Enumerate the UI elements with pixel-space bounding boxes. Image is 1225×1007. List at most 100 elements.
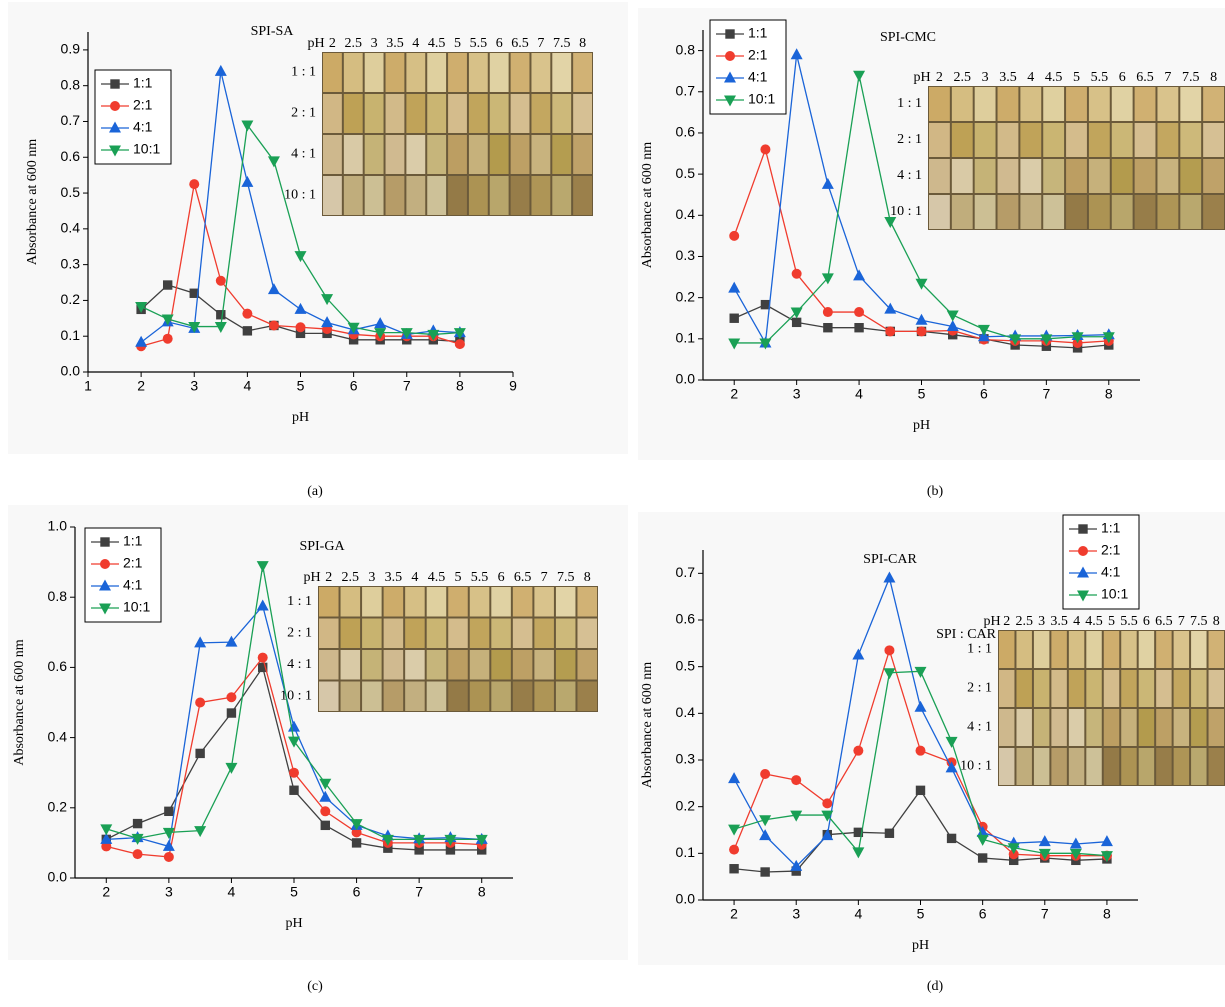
vial (1088, 195, 1110, 229)
vial (406, 176, 426, 215)
inset-column-label: 7 (1178, 614, 1185, 629)
marker (760, 769, 771, 779)
marker (790, 307, 803, 319)
marker (267, 283, 280, 295)
marker (760, 299, 771, 310)
x-tick-label: 7 (415, 884, 423, 900)
vial (1157, 87, 1179, 121)
vial (1086, 670, 1102, 707)
vial (1208, 748, 1224, 785)
vial (1088, 87, 1110, 121)
inset-column-label: 5.5 (471, 570, 489, 585)
vial (1033, 670, 1050, 707)
vial (469, 681, 490, 711)
x-tick-label: 2 (730, 906, 738, 922)
inset-column-label: pH (913, 70, 930, 85)
marker (477, 845, 487, 855)
marker (445, 845, 456, 855)
y-axis-label: Absorbance at 600 nm (640, 142, 655, 268)
vial (1086, 709, 1102, 746)
vial (319, 650, 339, 680)
y-tick-label: 1.0 (48, 518, 68, 534)
x-tick-label: 8 (1105, 386, 1113, 402)
vial (1103, 709, 1120, 746)
vial (323, 53, 342, 92)
vial (1103, 670, 1120, 707)
vial (468, 176, 488, 215)
y-tick-label: 0.7 (61, 112, 81, 128)
vial (448, 618, 468, 648)
marker (241, 175, 254, 187)
marker (132, 818, 143, 829)
inset-column-label: 5.5 (1091, 70, 1109, 85)
x-tick-label: 3 (792, 906, 800, 922)
marker (729, 864, 739, 874)
marker (444, 834, 457, 846)
vial (489, 135, 509, 174)
vial (405, 618, 425, 648)
x-tick-label: 5 (290, 884, 298, 900)
inset-column-label: 4.5 (1045, 70, 1063, 85)
vial (385, 53, 405, 92)
marker (790, 859, 803, 871)
inset-column-label: 3 (368, 570, 375, 585)
marker (99, 579, 111, 591)
vial (364, 94, 384, 133)
vial (1156, 709, 1172, 746)
marker (413, 834, 426, 846)
marker (729, 230, 740, 241)
vial (364, 53, 384, 92)
x-tick-label: 6 (979, 906, 987, 922)
x-tick-label: 2 (102, 884, 110, 900)
vial (1173, 748, 1190, 785)
inset-column-label: 6.5 (1155, 614, 1173, 629)
chart-title: SPI-GA (299, 539, 345, 554)
x-tick-label: 9 (509, 378, 517, 394)
marker (760, 144, 771, 155)
x-tick-label: 8 (478, 884, 486, 900)
marker (884, 302, 897, 314)
vial (1066, 159, 1087, 193)
legend-box (709, 19, 787, 115)
x-tick-label: 6 (353, 884, 361, 900)
legend-label: 10:1 (133, 141, 160, 157)
vial (385, 94, 405, 133)
vial (1138, 748, 1155, 785)
marker (400, 328, 413, 340)
marker (214, 322, 227, 334)
vial (448, 587, 468, 617)
inset-column-label: 5 (455, 570, 462, 585)
marker (884, 216, 897, 228)
legend-label: 2:1 (133, 97, 153, 113)
y-axis-label: Absorbance at 600 nm (12, 639, 27, 765)
y-tick-label: 0.4 (676, 206, 696, 222)
x-tick-label: 4 (855, 386, 863, 402)
vial (1134, 195, 1156, 229)
vial (951, 159, 973, 193)
marker (194, 636, 207, 648)
inset-column-label: 7.5 (553, 36, 571, 51)
vial (406, 53, 426, 92)
marker (883, 668, 896, 680)
marker (161, 314, 174, 326)
marker (945, 736, 958, 748)
vial (929, 123, 950, 157)
y-tick-label: 0.6 (676, 611, 696, 627)
y-tick-label: 0.3 (676, 751, 696, 767)
vial (448, 53, 467, 92)
marker (131, 833, 144, 845)
inset-column-label: 5 (1073, 70, 1080, 85)
y-tick-label: 0.4 (48, 728, 68, 744)
marker (242, 308, 253, 319)
vial (1051, 631, 1067, 668)
marker (215, 275, 226, 286)
marker (321, 294, 334, 306)
vial (951, 123, 973, 157)
vial (1121, 748, 1137, 785)
vial (489, 53, 509, 92)
vial (577, 587, 597, 617)
marker (790, 48, 803, 60)
marker (853, 745, 864, 756)
vial (405, 650, 425, 680)
